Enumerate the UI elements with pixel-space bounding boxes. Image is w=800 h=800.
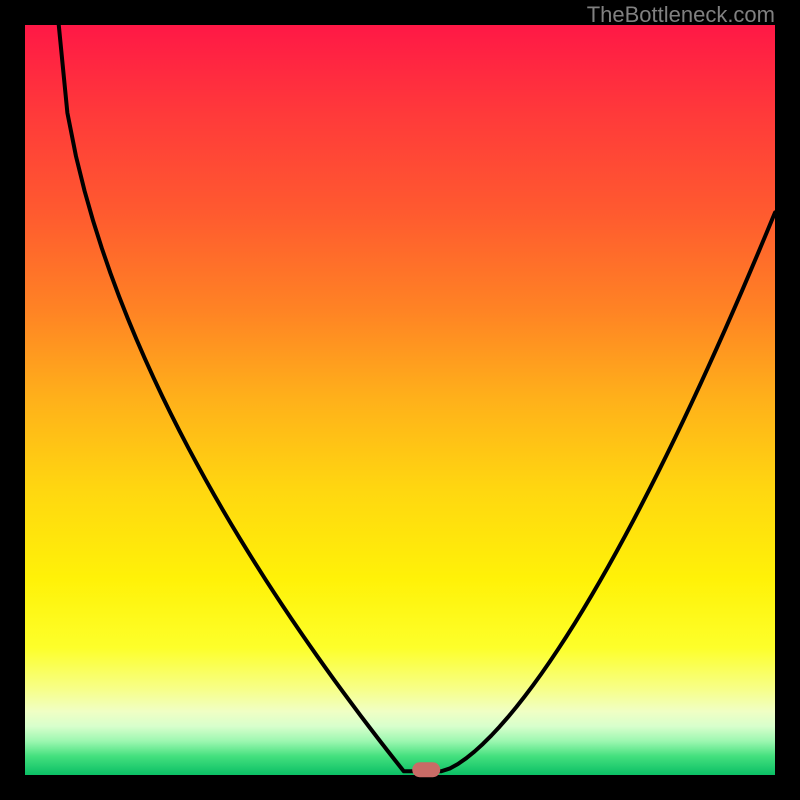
bottleneck-chart-svg	[0, 0, 800, 800]
gradient-background	[25, 25, 775, 775]
watermark-text: TheBottleneck.com	[587, 2, 775, 28]
chart-stage: TheBottleneck.com	[0, 0, 800, 800]
optimal-point-marker	[412, 762, 440, 777]
